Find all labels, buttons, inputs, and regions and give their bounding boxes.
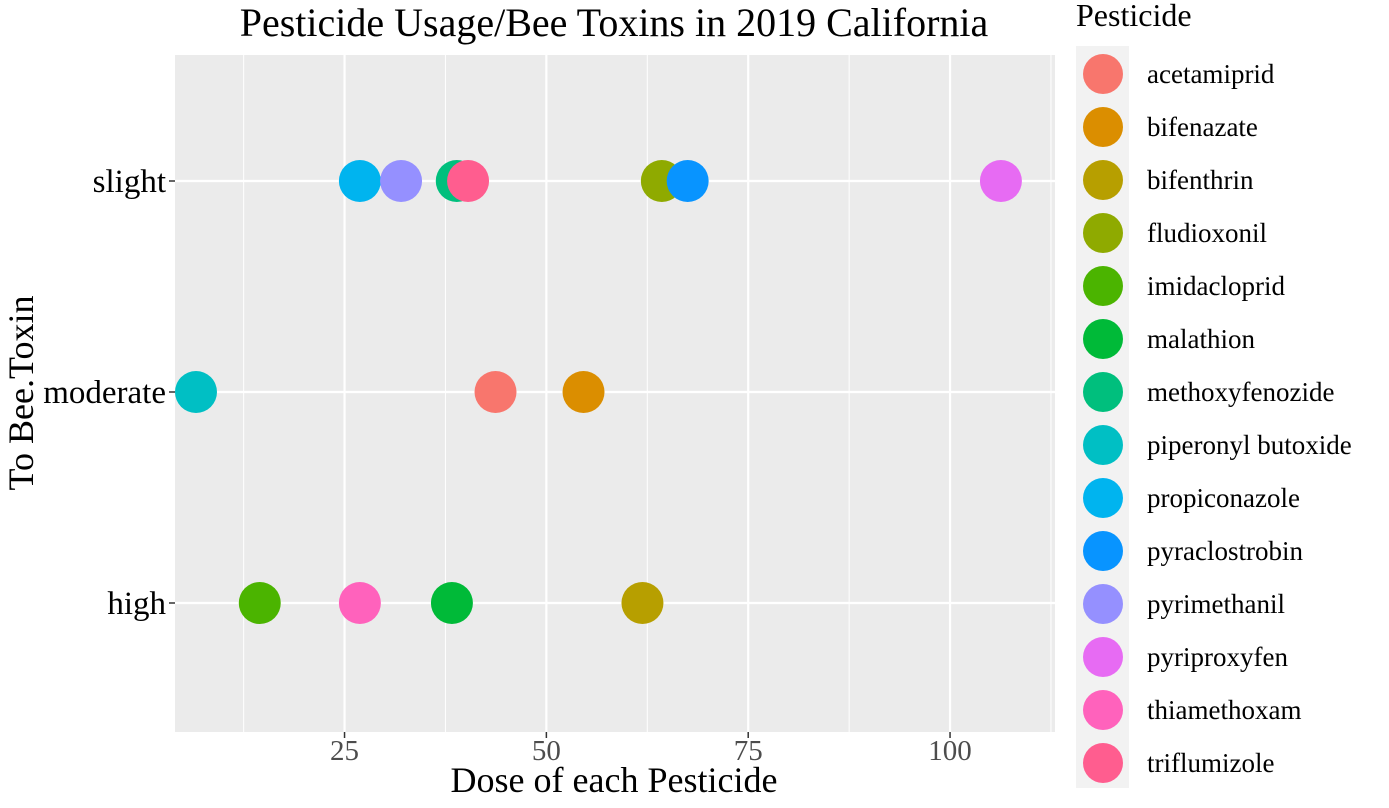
legend: Pesticide acetamiprid bifenazate bifenthri… [1076,0,1352,788]
y-tick-label: slight [93,164,166,200]
x-tick-label: 25 [330,735,359,767]
legend-label: methoxyfenozide [1147,377,1334,407]
data-points [174,160,1022,624]
legend-label: imidacloprid [1147,271,1285,301]
legend-key-pyriproxyfen [1083,637,1123,677]
legend-label: bifenthrin [1147,165,1254,195]
legend-label: piperonyl butoxide [1147,430,1352,460]
x-tick-label: 50 [532,735,561,767]
legend-key-imidacloprid [1083,266,1123,306]
data-point-propiconazole [338,160,381,202]
legend-items: acetamiprid bifenazate bifenthrin fludioxon… [1083,54,1352,783]
legend-key-malathion [1083,319,1123,359]
legend-key-thiamethoxam [1083,690,1123,730]
data-point-acetamiprid [474,371,517,413]
plot-panel [174,55,1055,732]
data-point-malathion [430,582,473,624]
x-tick-label: 100 [928,735,972,767]
legend-key-fludioxonil [1083,213,1123,253]
legend-label: pyriproxyfen [1147,642,1288,672]
data-point-imidacloprid [238,582,281,624]
legend-key-pyraclostrobin [1083,531,1123,571]
data-point-pyraclostrobin [666,160,709,202]
legend-key-acetamiprid [1083,54,1123,94]
legend-key-pyrimethanil [1083,584,1123,624]
data-point-piperonyl-butoxide [174,371,217,413]
legend-key-methoxyfenozide [1083,372,1123,412]
plot-background [175,55,1055,732]
data-point-bifenthrin [621,582,664,624]
y-tick-label: high [107,586,166,622]
y-tick-label: moderate [43,375,166,411]
legend-key-bifenazate [1083,107,1123,147]
legend-label: thiamethoxam [1147,695,1301,725]
legend-label: pyraclostrobin [1147,536,1303,566]
data-point-pyrimethanil [380,160,423,202]
y-axis: slight moderate high [43,164,175,622]
x-tick-label: 75 [734,735,763,767]
legend-key-triflumizole [1083,743,1123,783]
data-point-triflumizole [447,160,490,202]
legend-key-bifenthrin [1083,160,1123,200]
legend-label: propiconazole [1147,483,1300,513]
legend-label: pyrimethanil [1147,589,1285,619]
legend-label: fludioxonil [1147,218,1267,248]
legend-label: acetamiprid [1147,59,1275,89]
legend-label: malathion [1147,324,1255,354]
y-axis-title: To Bee.Toxin [1,296,41,491]
legend-label: triflumizole [1147,748,1274,778]
x-axis-title: Dose of each Pesticide [451,760,778,800]
data-point-thiamethoxam [338,582,381,624]
data-point-pyriproxyfen [979,160,1022,202]
chart-title: Pesticide Usage/Bee Toxins in 2019 Calif… [240,0,989,45]
legend-key-piperonyl-butoxide [1083,425,1123,465]
legend-key-propiconazole [1083,478,1123,518]
data-point-bifenazate [562,371,605,413]
legend-label: bifenazate [1147,112,1258,142]
legend-title: Pesticide [1076,0,1192,33]
x-axis: 25 50 75 100 [330,732,972,767]
